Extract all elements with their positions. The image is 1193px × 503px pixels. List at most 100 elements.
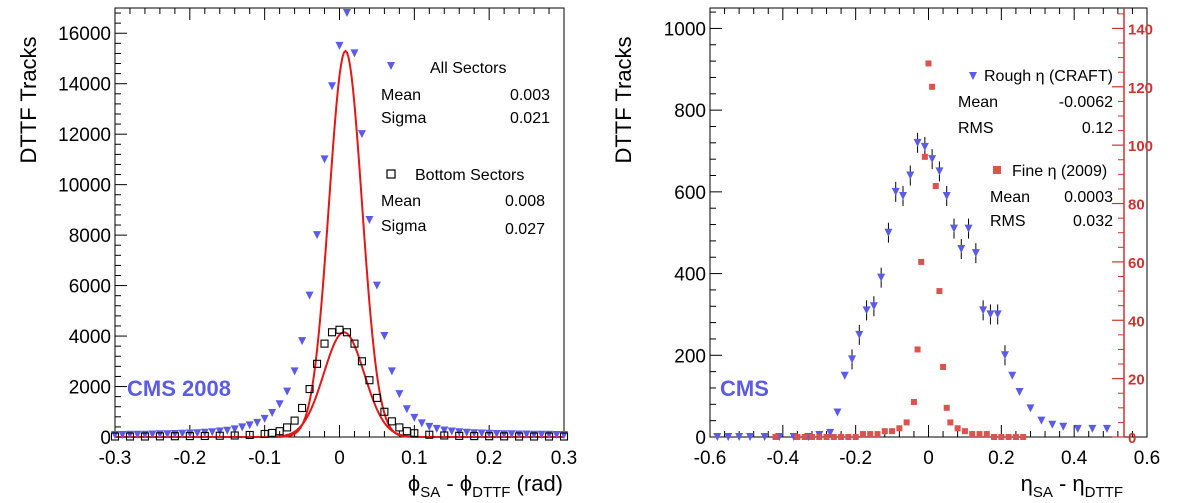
legend-filled-square-icon [993,166,1001,174]
right-point-triangle-down [840,371,849,380]
legend-bottom-sectors-label: Bottom Sectors [415,167,524,184]
left-point-triangle-down [342,9,351,18]
right-point-triangle-down [971,249,980,258]
left-point-triangle-down [477,429,486,438]
right-y2-tick-label: 0 [1128,430,1136,447]
left-xlabel-sub1: SA [420,484,440,501]
left-y-tick-label: 6000 [69,277,111,298]
right-x-tick-label: 0.6 [1134,448,1160,469]
left-point-triangle-down [372,281,381,290]
right-point-triangle-down [713,433,722,441]
right-point-triangle-down [979,306,988,315]
right-point-filled-square [889,428,896,435]
left-point-open-square [245,430,254,440]
left-y-tick-label: 4000 [69,327,111,348]
right-point-triangle-down [848,355,857,364]
right-point-filled-square [816,434,823,440]
right-point-filled-square [896,425,903,432]
right-point-filled-square [794,434,801,440]
left-point-open-square [410,429,419,438]
left-point-triangle-down [283,387,292,396]
left-xlabel-unit: (rad) [510,471,563,496]
right-x-tick-label: -0.6 [694,448,727,469]
right-point-filled-square [914,346,921,353]
right-point-filled-square [867,431,874,438]
right-xlabel-sub1: SA [1033,484,1053,501]
right-point-triangle-down [949,224,958,233]
left-point-open-square [357,357,367,366]
left-point-triangle-down [552,430,561,439]
legend-rough-mean-name: Mean [958,94,998,111]
left-point-triangle-down [163,430,172,439]
right-point-filled-square [998,434,1005,440]
right-point-triangle-down [862,306,871,315]
right-point-filled-square [921,153,928,160]
right-point-triangle-down [884,228,893,237]
left-point-triangle-down [425,422,434,431]
right-point-triangle-down [964,224,973,233]
right-point-filled-square [1020,434,1027,440]
right-point-triangle-down [735,433,744,441]
left-point-open-square [425,430,434,439]
left-point-open-square [327,328,337,337]
left-point-triangle-down [470,429,479,438]
right-point-triangle-down [986,310,995,319]
right-point-filled-square [772,434,779,440]
right-point-triangle-down [1102,424,1111,433]
left-point-open-square [395,423,404,432]
left-legend: All Sectors Mean 0.003 Sigma 0.021 Botto… [381,60,550,238]
left-point-triangle-down [410,413,419,422]
right-y-tick-label: 800 [674,101,706,122]
right-point-triangle-down [899,191,908,200]
right-point-triangle-down [935,167,944,176]
right-point-triangle-down [1000,351,1009,360]
left-point-triangle-down [350,49,359,58]
left-point-triangle-down [148,430,157,439]
legend-triangle-icon [969,72,977,80]
right-point-triangle-down [928,155,937,164]
left-x-tick-label: 0.3 [551,448,577,469]
right-point-triangle-down [833,408,842,417]
legend-all-mean-value: 0.003 [510,87,550,104]
left-point-open-square [125,432,135,441]
left-point-triangle-down [357,130,366,139]
left-point-triangle-down [492,429,501,438]
left-y-tick-label: 16000 [58,24,111,45]
left-point-triangle-down [380,332,389,341]
left-point-triangle-down [365,215,374,224]
left-point-open-square [500,432,509,441]
right-x-tick-label: 0 [923,448,934,469]
right-point-triangle-down [1048,420,1057,429]
left-point-open-square [155,432,164,441]
left-point-triangle-down [238,423,247,432]
legend-fine-rms-value: 0.032 [1073,213,1113,230]
left-point-open-square [530,432,539,441]
right-point-filled-square [983,431,990,438]
left-point-triangle-down [178,429,187,438]
right-point-triangle-down [869,302,878,311]
right-y-tick-label: 200 [674,346,706,367]
right-point-filled-square [874,431,881,438]
right-point-triangle-down [942,191,951,200]
left-x-tick-label: -0.3 [99,448,132,469]
left-point-open-square [230,431,239,440]
left-xlabel-sym2: - ϕ [440,471,472,496]
legend-bottom-mean-value: 0.008 [505,193,545,210]
right-point-filled-square [925,60,932,67]
right-y2-tick-label: 80 [1128,197,1145,214]
right-point-triangle-down [906,171,915,180]
right-point-filled-square [881,428,888,435]
right-point-filled-square [823,434,830,440]
right-y2-tick-labels: 0 20 40 60 80 100 120 140 [1128,21,1153,447]
right-point-triangle-down [826,428,835,437]
right-point-triangle-down [724,433,733,441]
left-point-open-square [312,359,322,368]
right-legend: Rough η (CRAFT) Mean -0.0062 RMS 0.12 Fi… [958,68,1113,230]
left-point-open-square [455,431,464,440]
left-chart: -0.3 -0.2 -0.1 0 0.1 0.2 0.3 0 2000 4000 6000 8000… [16,7,577,501]
right-point-triangle-down [746,433,755,441]
legend-rough-label: Rough η (CRAFT) [984,68,1113,85]
right-point-triangle-down [1015,388,1024,397]
left-y-axis-title: DTTF Tracks [16,36,41,163]
